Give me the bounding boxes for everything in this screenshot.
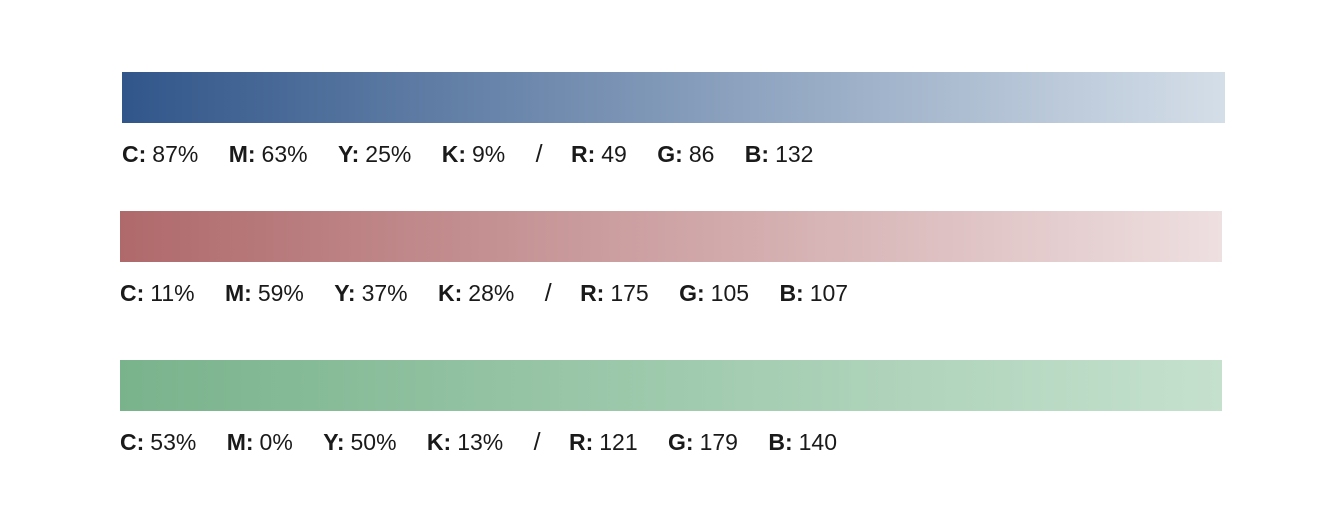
cmyk-k: K: 13% xyxy=(426,429,504,455)
rgb-b: B: 132 xyxy=(744,141,814,167)
rgb-r: R: 49 xyxy=(570,141,627,167)
separator: / xyxy=(533,428,541,456)
cmyk-m: M: 59% xyxy=(225,280,304,306)
color-swatch-blue: C: 87% M: 63% Y: 25% K: 9% / R: 49 G: 86 B: 132 xyxy=(122,72,1225,168)
color-swatch-green: C: 53% M: 0% Y: 50% K: 13% / R: 121 G: 179 B: 1… xyxy=(120,360,1222,456)
rgb-r: R: 175 xyxy=(580,280,649,306)
cmyk-y: Y: 37% xyxy=(334,280,408,306)
rgb-g: G: 105 xyxy=(679,280,750,306)
cmyk-k: K: 28% xyxy=(438,280,515,306)
cmyk-m: M: 0% xyxy=(226,429,293,455)
rgb-g: G: 86 xyxy=(657,141,715,167)
gradient-bar xyxy=(122,72,1225,123)
gradient-bar xyxy=(120,211,1222,262)
cmyk-y: Y: 50% xyxy=(323,429,397,455)
cmyk-c: C: 53% xyxy=(120,429,197,455)
cmyk-c: C: 87% xyxy=(122,141,199,167)
separator: / xyxy=(535,140,543,168)
rgb-r: R: 121 xyxy=(568,429,638,455)
rgb-b: B: 107 xyxy=(779,280,849,306)
rgb-g: G: 179 xyxy=(668,429,738,455)
separator: / xyxy=(544,279,552,307)
cmyk-c: C: 11% xyxy=(120,280,195,306)
color-specs: C: 53% M: 0% Y: 50% K: 13% / R: 121 G: 179 B: 1… xyxy=(120,428,861,456)
cmyk-m: M: 63% xyxy=(228,141,308,167)
rgb-b: B: 140 xyxy=(768,429,838,455)
color-swatch-red: C: 11% M: 59% Y: 37% K: 28% / R: 175 G: 105 B:… xyxy=(120,211,1222,307)
color-specs: C: 11% M: 59% Y: 37% K: 28% / R: 175 G: 105 B:… xyxy=(120,279,872,307)
cmyk-y: Y: 25% xyxy=(337,141,412,167)
color-specs: C: 87% M: 63% Y: 25% K: 9% / R: 49 G: 86 B: 132 xyxy=(122,140,837,168)
cmyk-k: K: 9% xyxy=(441,141,506,167)
gradient-bar xyxy=(120,360,1222,411)
